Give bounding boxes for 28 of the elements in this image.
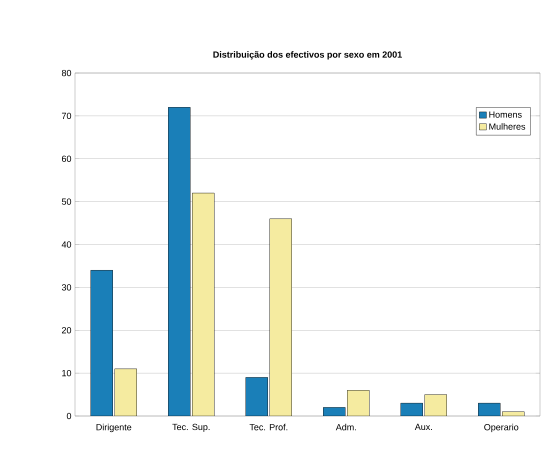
x-tick-label: Tec. Sup.: [172, 424, 210, 432]
bar: [192, 192, 214, 416]
y-tick-label: 80: [62, 70, 72, 76]
y-tick-label: 30: [62, 284, 72, 291]
x-tick-label: Operario: [484, 424, 518, 432]
y-tick-label: 60: [62, 156, 72, 162]
bar: [424, 394, 447, 416]
y-tick-label: 10: [62, 370, 72, 376]
y-tick-label: 0: [66, 412, 72, 420]
bar: [347, 390, 370, 416]
legend-label: Mulheres: [489, 123, 526, 130]
bar: [168, 107, 190, 416]
y-tick-label: 40: [62, 241, 72, 248]
x-tick-label: Aux.: [414, 424, 432, 430]
y-tick-label: 70: [62, 112, 72, 120]
bar: [400, 403, 423, 416]
legend-label: Homens: [489, 111, 522, 118]
bar: [90, 270, 113, 416]
bar: [478, 402, 500, 416]
x-tick-label: Tec. Prof.: [250, 424, 288, 430]
y-tick-label: 20: [62, 327, 72, 334]
bar: [114, 368, 137, 416]
y-tick-label: 50: [62, 198, 72, 205]
x-tick-label: Adm.: [336, 424, 356, 430]
bar: [270, 218, 292, 416]
bar: [246, 377, 268, 416]
x-tick-label: Dirigente: [96, 424, 132, 432]
chart-title: Distribuição dos efectivos por sexo em 2001: [213, 51, 402, 60]
